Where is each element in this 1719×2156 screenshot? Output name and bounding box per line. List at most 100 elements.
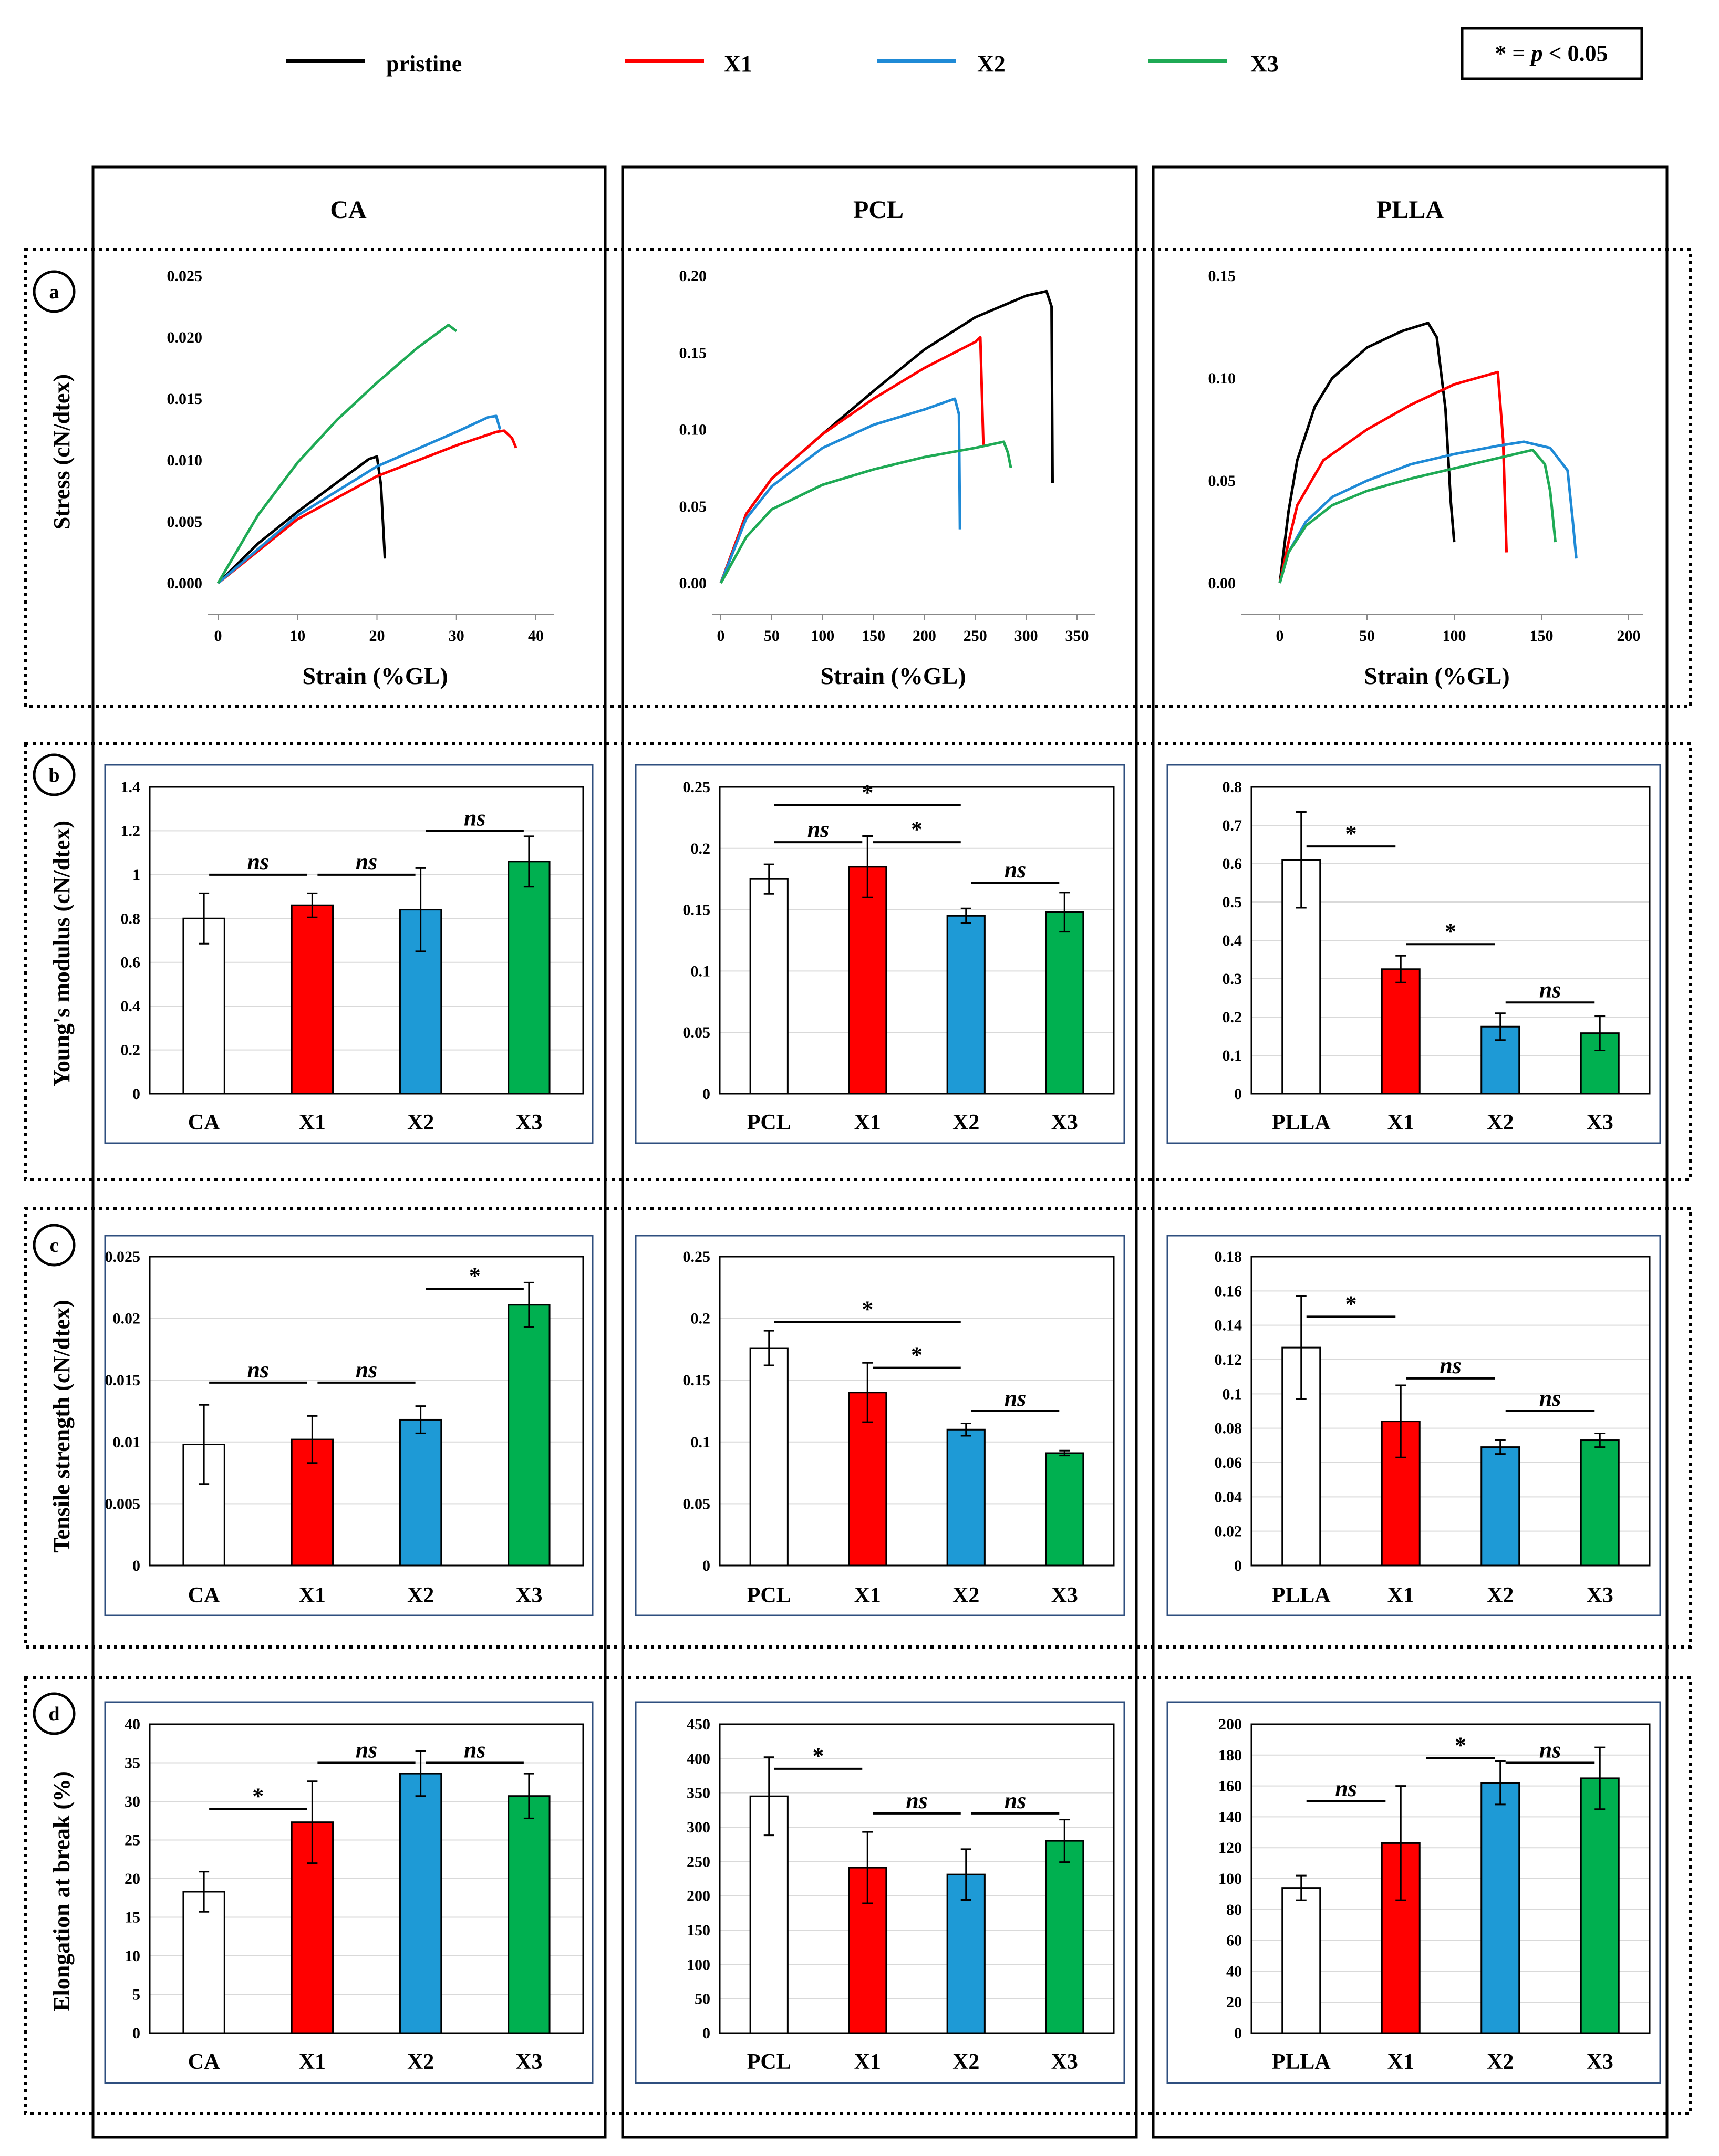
significance-label: ns bbox=[1539, 1385, 1561, 1411]
bar-pcl bbox=[749, 878, 789, 1095]
legend-label-pristine: pristine bbox=[386, 51, 462, 77]
category-label: X2 bbox=[407, 1583, 434, 1608]
category-label: X2 bbox=[407, 2050, 434, 2074]
x-tick-label: 100 bbox=[811, 627, 834, 645]
ylabel-stress: Stress (cN/dtex) bbox=[49, 374, 75, 530]
category-label: X3 bbox=[1587, 1583, 1613, 1608]
y-tick-label: 0.05 bbox=[683, 1024, 711, 1041]
significance-label: ns bbox=[247, 849, 269, 875]
y-tick-label: 5 bbox=[132, 1986, 140, 2004]
row-box-b bbox=[24, 742, 1692, 1181]
y-tick-label: 0.4 bbox=[121, 998, 141, 1015]
x-tick-label: 0 bbox=[717, 627, 725, 645]
bar-x2 bbox=[946, 1428, 986, 1567]
y-tick-label: 0.25 bbox=[683, 1248, 711, 1266]
row-letter-circle-b bbox=[33, 753, 76, 796]
bar-x2 bbox=[399, 1773, 442, 2034]
plot-area bbox=[719, 1723, 1115, 2034]
category-label: X1 bbox=[854, 2050, 881, 2074]
significance-note: * = p < 0.05 bbox=[1495, 40, 1608, 66]
column-box-plla bbox=[1152, 165, 1669, 2139]
legend-label-x2: X2 bbox=[977, 51, 1006, 77]
y-tick-label: 0.00 bbox=[679, 575, 707, 592]
y-tick-label: 0.4 bbox=[1223, 932, 1242, 949]
x-tick-label: 10 bbox=[289, 627, 305, 645]
x-tick-label: 40 bbox=[528, 627, 544, 645]
row-letter-d: d bbox=[48, 1703, 59, 1725]
y-tick-label: 0.00 bbox=[1208, 575, 1236, 592]
y-tick-label: 0.08 bbox=[1215, 1420, 1242, 1437]
x-tick-label: 200 bbox=[1617, 627, 1641, 645]
series-line-x3 bbox=[1278, 449, 1557, 584]
significance-box bbox=[1461, 27, 1643, 80]
category-label: PLLA bbox=[1272, 2050, 1331, 2074]
y-tick-label: 160 bbox=[1218, 1778, 1242, 1795]
significance-label: ns bbox=[1335, 1776, 1357, 1801]
plot-area bbox=[719, 786, 1115, 1095]
y-tick-label: 0 bbox=[702, 2025, 710, 2042]
significance-label: ns bbox=[1539, 977, 1561, 1002]
bar-x2 bbox=[946, 915, 986, 1095]
y-tick-label: 0.15 bbox=[683, 1372, 711, 1389]
bar-x1 bbox=[1381, 968, 1421, 1095]
y-tick-label: 40 bbox=[125, 1716, 140, 1733]
y-tick-label: 250 bbox=[687, 1853, 710, 1870]
category-label: X1 bbox=[854, 1583, 881, 1608]
y-tick-label: 0.15 bbox=[679, 344, 707, 361]
y-tick-label: 0 bbox=[702, 1557, 710, 1574]
significance-label: ns bbox=[356, 849, 378, 875]
category-label: X3 bbox=[1051, 1111, 1078, 1135]
xlabel-strain-plla: Strain (%GL) bbox=[1364, 662, 1509, 689]
y-tick-label: 150 bbox=[687, 1922, 710, 1939]
y-tick-label: 0.005 bbox=[105, 1495, 141, 1512]
y-tick-label: 0 bbox=[1234, 1557, 1242, 1574]
bar-x3 bbox=[508, 1795, 551, 2034]
y-tick-label: 300 bbox=[687, 1819, 710, 1836]
y-tick-label: 0.8 bbox=[121, 910, 141, 927]
category-label: X2 bbox=[1487, 1583, 1514, 1608]
significance-p: p bbox=[1529, 40, 1543, 66]
plot-area bbox=[719, 1256, 1115, 1567]
xlabel-strain-ca: Strain (%GL) bbox=[302, 662, 448, 689]
y-tick-label: 50 bbox=[695, 1991, 710, 2008]
significance-label: * bbox=[862, 1297, 873, 1322]
series-line-x2 bbox=[1278, 440, 1578, 584]
plot-area bbox=[149, 1256, 584, 1567]
x-tick-label: 0 bbox=[214, 627, 222, 645]
x-tick-label: 30 bbox=[449, 627, 464, 645]
series-line-pristine bbox=[217, 455, 387, 584]
y-tick-label: 0.02 bbox=[1215, 1523, 1242, 1540]
y-tick-label: 40 bbox=[1226, 1963, 1242, 1980]
y-tick-label: 200 bbox=[687, 1888, 710, 1905]
category-label: X1 bbox=[299, 1583, 326, 1608]
youngs-modulus-chart-ca: 0 0.2 0.4 0.6 0.8 1 1.2 1.4 CA X1 X2 X3 ns ns ns bbox=[104, 764, 594, 1144]
significance-suffix: < 0.05 bbox=[1543, 40, 1608, 66]
x-tick-label: 100 bbox=[1443, 627, 1466, 645]
category-label: X3 bbox=[515, 1111, 542, 1135]
significance-label: ns bbox=[1440, 1353, 1462, 1378]
y-tick-label: 0.06 bbox=[1215, 1454, 1242, 1471]
series-line-x2 bbox=[719, 397, 961, 584]
y-tick-label: 0 bbox=[132, 1085, 140, 1103]
category-label: X2 bbox=[1487, 2050, 1514, 2074]
y-tick-label: 0.000 bbox=[167, 575, 203, 592]
y-tick-label: 0.02 bbox=[113, 1310, 141, 1328]
y-tick-label: 0.015 bbox=[167, 390, 203, 408]
y-tick-label: 400 bbox=[687, 1750, 710, 1767]
y-tick-label: 0.1 bbox=[1223, 1385, 1242, 1403]
significance-label: * bbox=[1345, 1291, 1357, 1317]
x-tick-label: 20 bbox=[369, 627, 385, 645]
column-box-ca bbox=[91, 165, 607, 2139]
xlabel-strain-pcl: Strain (%GL) bbox=[820, 662, 966, 689]
plot-area bbox=[1250, 786, 1651, 1095]
category-label: CA bbox=[188, 2050, 220, 2074]
category-label: PCL bbox=[747, 2050, 791, 2074]
significance-label: ns bbox=[807, 816, 830, 842]
significance-label: ns bbox=[464, 1737, 486, 1763]
y-tick-label: 0.10 bbox=[1208, 370, 1236, 387]
y-tick-label: 20 bbox=[1226, 1994, 1242, 2011]
significance-label: ns bbox=[1005, 1385, 1027, 1411]
row-box-a bbox=[24, 248, 1692, 708]
y-tick-label: 0 bbox=[132, 1557, 140, 1574]
